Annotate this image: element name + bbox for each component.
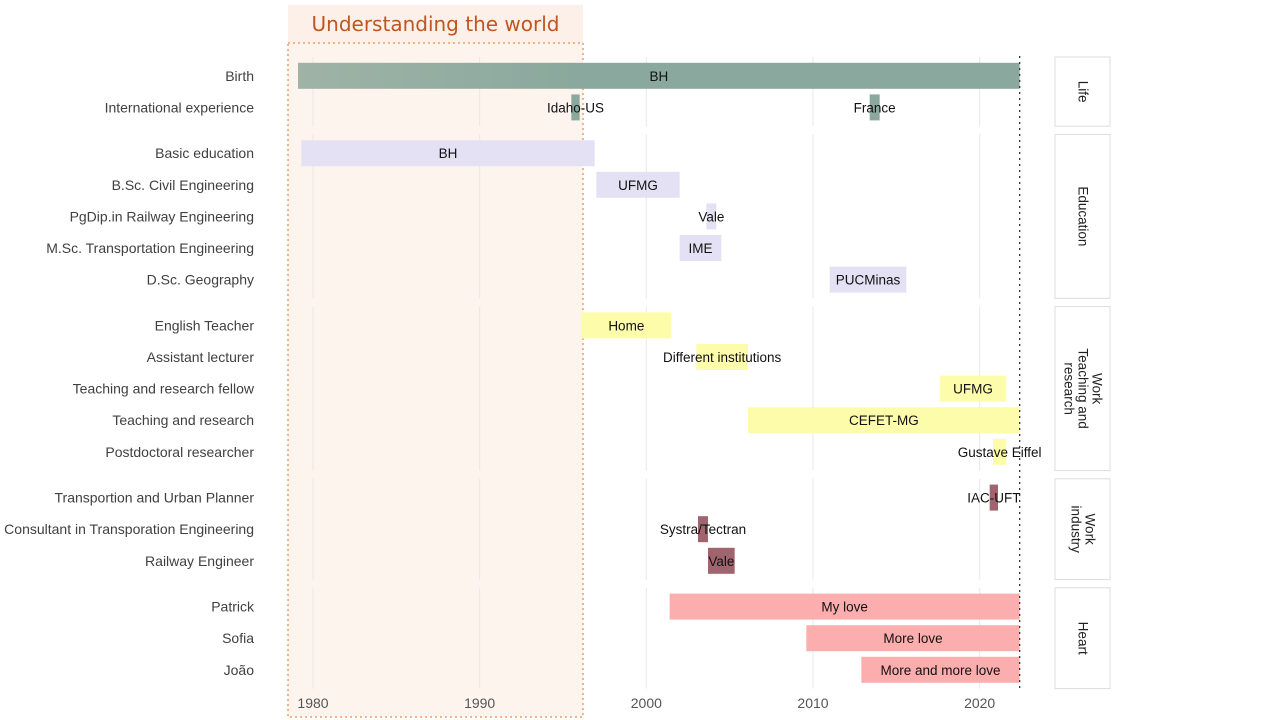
x-tick-label: 2010	[797, 695, 828, 711]
panel-strip-label-line: Work	[1090, 373, 1105, 405]
row-label: Postdoctoral researcher	[105, 444, 254, 460]
x-tick-label: 1990	[464, 695, 495, 711]
bars	[298, 62, 1020, 683]
panel-strip	[1054, 306, 1111, 472]
panel-strip-label: Education	[1076, 186, 1091, 246]
row-label: Transportion and Urban Planner	[55, 490, 255, 506]
bar	[301, 140, 595, 167]
bar-label: PUCMinas	[836, 273, 901, 288]
bar-label: My love	[821, 600, 868, 615]
panel-strip-label: Life	[1076, 81, 1091, 103]
bar	[298, 62, 583, 89]
panel-strip-label-line: Heart	[1076, 622, 1091, 655]
bar-label: Idaho-US	[547, 100, 604, 115]
panel-strip	[1054, 587, 1111, 690]
bar-label: BH	[439, 146, 458, 161]
bar-label: Home	[608, 318, 644, 333]
bar	[829, 266, 907, 293]
bar	[583, 62, 1020, 89]
row-label: Basic education	[155, 145, 254, 161]
bar	[596, 171, 680, 198]
bar	[669, 593, 1020, 620]
bar	[679, 235, 722, 261]
x-axis-ticks: 1980 1990 2000 2010 2020	[297, 695, 995, 711]
row-label: D.Sc. Geography	[147, 272, 254, 288]
row-label: Sofia	[222, 630, 254, 646]
x-tick-label: 1980	[297, 695, 328, 711]
bar	[706, 203, 717, 230]
highlight-region	[287, 5, 584, 718]
bar	[748, 407, 1020, 434]
panel-strip-label-line: Education	[1076, 186, 1091, 246]
x-tick-label: 2020	[964, 695, 995, 711]
highlight-title-group: Understanding the world	[312, 12, 560, 36]
row-label: Teaching and research	[112, 412, 254, 428]
bar	[708, 547, 735, 574]
bar-label: Systra/Tectran	[660, 522, 746, 537]
bar	[806, 625, 1020, 652]
row-label: English Teacher	[155, 317, 255, 333]
row-label: International experience	[105, 99, 255, 115]
row-label: Teaching and research fellow	[73, 381, 255, 397]
highlight-title: Understanding the world	[312, 12, 560, 36]
bar	[698, 516, 708, 543]
panel-strip-label-line: Work	[1083, 514, 1098, 546]
bar-label: More love	[883, 631, 942, 646]
panel-strip-label: Workindustry	[1069, 506, 1098, 554]
bar-label: BH	[649, 69, 668, 84]
bar-label: Vale	[698, 209, 724, 224]
bar	[939, 375, 1007, 402]
panel-strip-label: Heart	[1076, 622, 1091, 655]
row-label: Patrick	[211, 599, 255, 615]
bar-label: CEFET-MG	[849, 413, 919, 428]
bar-label: UFMG	[618, 178, 658, 193]
bar-label: IME	[688, 241, 712, 256]
bar	[993, 438, 1007, 465]
bar	[581, 312, 672, 339]
panel-strip-label-line: Life	[1076, 81, 1091, 103]
bar-label: France	[854, 100, 896, 115]
bar-label: IAC-UFT	[967, 491, 1020, 506]
bar-label: Gustave Eiffel	[958, 445, 1042, 460]
bar-labels: BH Idaho-US France BH UFMG Vale IME PUCMinas Hom…	[439, 69, 1042, 678]
row-labels: Birth International experience Basic educa…	[4, 68, 255, 678]
bar	[571, 94, 580, 121]
bar-label: Different institutions	[663, 350, 782, 365]
panel-strip	[1054, 56, 1111, 127]
panel-strip-label-line: Teaching and	[1076, 348, 1091, 428]
panel-strip-label-line: research	[1062, 362, 1077, 415]
row-label: PgDip.in Railway Engineering	[70, 208, 254, 224]
bar-label: UFMG	[953, 382, 993, 397]
panel-strip	[1054, 478, 1111, 581]
row-label: Birth	[225, 68, 254, 84]
row-label: M.Sc. Transportation Engineering	[46, 240, 254, 256]
row-label: João	[224, 662, 255, 678]
row-label: Consultant in Transporation Engineering	[4, 521, 254, 537]
bar-label: More and more love	[880, 663, 1000, 678]
highlight-title-band	[288, 5, 583, 43]
panel-strip-label-line: industry	[1069, 506, 1084, 554]
bar	[869, 94, 880, 121]
panel-strip-label: WorkTeaching andresearch	[1062, 348, 1105, 428]
bar	[696, 344, 748, 370]
bar	[861, 656, 1020, 683]
bar	[989, 484, 998, 511]
bar-label: Vale	[708, 554, 734, 569]
row-label: Railway Engineer	[145, 553, 254, 569]
row-label: Assistant lecturer	[147, 349, 255, 365]
row-label: B.Sc. Civil Engineering	[112, 177, 254, 193]
panel-strip	[1054, 133, 1111, 299]
x-tick-label: 2000	[631, 695, 662, 711]
